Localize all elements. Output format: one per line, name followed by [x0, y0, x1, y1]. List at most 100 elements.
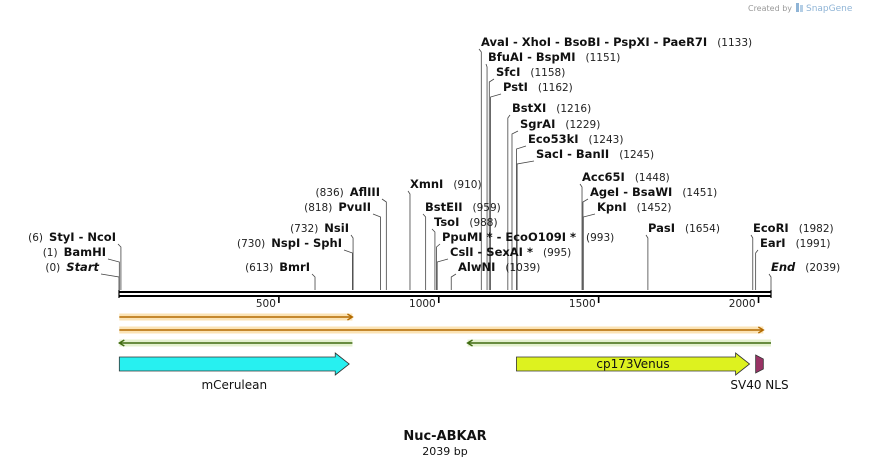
site-name: PstI: [503, 80, 528, 94]
site-position: (1): [43, 247, 58, 259]
primer-arrowhead: [466, 339, 473, 347]
site-bmri[interactable]: BmrI (613): [245, 260, 310, 274]
map-title: Nuc-ABKAR: [403, 429, 486, 444]
site-position: (1451): [682, 187, 717, 199]
site-name: Acc65I: [582, 170, 625, 184]
site-acc65i[interactable]: Acc65I (1448): [582, 170, 670, 184]
site-connector: [107, 258, 120, 290]
site-name: NsiI: [324, 221, 349, 235]
site-position: (1133): [717, 37, 752, 49]
site-name: End: [771, 260, 796, 274]
site-position: (2039): [805, 262, 840, 274]
site-position: (613): [245, 262, 273, 274]
site-connector: [582, 213, 596, 290]
site-xmni[interactable]: XmnI (910): [410, 177, 482, 191]
site-position: (910): [453, 179, 481, 191]
site-connector: [117, 243, 122, 290]
site-bstxi[interactable]: BstXI (1216): [512, 101, 591, 115]
feature-shape: [118, 352, 350, 376]
site-ecori[interactable]: EcoRI (1982): [753, 221, 834, 235]
feature-cp173venus[interactable]: cp173Venus: [516, 352, 751, 376]
site-name: NspI - SphI: [271, 236, 342, 250]
site-start[interactable]: Start (0): [45, 260, 99, 274]
site-pasi[interactable]: PasI (1654): [648, 221, 720, 235]
primer-3[interactable]: [117, 339, 353, 347]
sequence-backbone: [118, 290, 772, 298]
site-position: (959): [473, 202, 501, 214]
primer-1[interactable]: [119, 313, 354, 321]
site-ppumi[interactable]: PpuMI * - EcoO109I * (993): [442, 230, 614, 244]
site-afliii[interactable]: AflIII (836): [316, 185, 381, 199]
site-nspi[interactable]: NspI - SphI (730): [237, 236, 342, 250]
site-connector: [436, 243, 441, 290]
site-position: (1982): [799, 223, 834, 235]
site-name: BmrI: [279, 260, 310, 274]
site-position: (1448): [635, 172, 670, 184]
site-bfuai[interactable]: BfuAI - BspMI (1151): [488, 50, 620, 64]
site-name: AflIII: [350, 185, 380, 199]
site-connector: [436, 258, 449, 290]
site-position: (1039): [505, 262, 540, 274]
site-pvuii[interactable]: PvuII (818): [304, 200, 371, 214]
site-connector: [311, 273, 316, 290]
feature-shape: [755, 354, 764, 374]
feature-sv40-nls[interactable]: SV40 NLS: [730, 354, 789, 392]
site-connector: [582, 198, 589, 290]
site-sfci[interactable]: SfcI (1158): [496, 65, 565, 79]
ruler-tick-2000: 2000: [729, 296, 760, 310]
site-styi[interactable]: StyI - NcoI (6): [28, 230, 116, 244]
site-sgrai[interactable]: SgrAI (1229): [520, 117, 600, 131]
site-name: SgrAI: [520, 117, 555, 131]
site-connector: [579, 183, 583, 290]
primer-4[interactable]: [466, 339, 771, 347]
site-connector: [768, 273, 772, 290]
site-bamhi[interactable]: BamHI (1): [43, 245, 106, 259]
site-connector: [488, 78, 495, 290]
site-connector: [750, 234, 754, 290]
ruler-tick-1500: 1500: [569, 296, 600, 310]
site-name: AgeI - BsaWI: [590, 185, 672, 199]
site-position: (995): [543, 247, 571, 259]
site-name: XmnI: [410, 177, 443, 191]
site-saci[interactable]: SacI - BanII (1245): [536, 147, 654, 161]
site-end[interactable]: End (2039): [771, 260, 840, 274]
primer-2[interactable]: [119, 326, 765, 334]
site-csli[interactable]: CslI - SexAI * (995): [450, 245, 571, 259]
feature-mcerulean[interactable]: mCerulean: [118, 352, 350, 392]
site-name: Start: [66, 260, 99, 274]
site-position: (730): [237, 238, 265, 250]
feature-label: SV40 NLS: [730, 378, 788, 392]
site-tsoi[interactable]: TsoI (988): [434, 215, 498, 229]
site-alwni[interactable]: AlwNI (1039): [458, 260, 540, 274]
site-connector: [511, 130, 519, 290]
feature-shape: [516, 352, 751, 376]
site-psti[interactable]: PstI (1162): [503, 80, 573, 94]
site-position: (6): [28, 232, 43, 244]
site-agei[interactable]: AgeI - BsaWI (1451): [590, 185, 717, 199]
site-nsii[interactable]: NsiI (732): [290, 221, 349, 235]
site-position: (1229): [565, 119, 600, 131]
site-name: BstEII: [425, 200, 463, 214]
site-bsteii[interactable]: BstEII (959): [425, 200, 501, 214]
site-connector: [485, 63, 488, 290]
site-connector: [422, 213, 427, 290]
site-connector: [516, 145, 527, 290]
site-connector: [350, 234, 354, 290]
site-connector: [516, 160, 535, 290]
ruler-tick-500: 500: [256, 296, 280, 310]
site-position: (1162): [538, 82, 573, 94]
credit-brand: SnapGene: [806, 4, 853, 14]
site-eari[interactable]: EarI (1991): [760, 236, 831, 250]
site-kpni[interactable]: KpnI (1452): [597, 200, 672, 214]
site-eco53ki[interactable]: Eco53kI (1243): [528, 132, 623, 146]
ruler-tick-label: 500: [256, 298, 276, 310]
site-connector: [450, 273, 457, 290]
site-name: AlwNI: [458, 260, 495, 274]
site-position: (993): [586, 232, 614, 244]
site-connector: [343, 249, 353, 290]
site-name: CslI - SexAI *: [450, 245, 533, 259]
site-avai[interactable]: AvaI - XhoI - BsoBI - PspXI - PaeR7I (113…: [481, 35, 752, 49]
site-position: (1991): [796, 238, 831, 250]
credit-text: Created by: [748, 4, 792, 13]
site-position: (1654): [685, 223, 720, 235]
